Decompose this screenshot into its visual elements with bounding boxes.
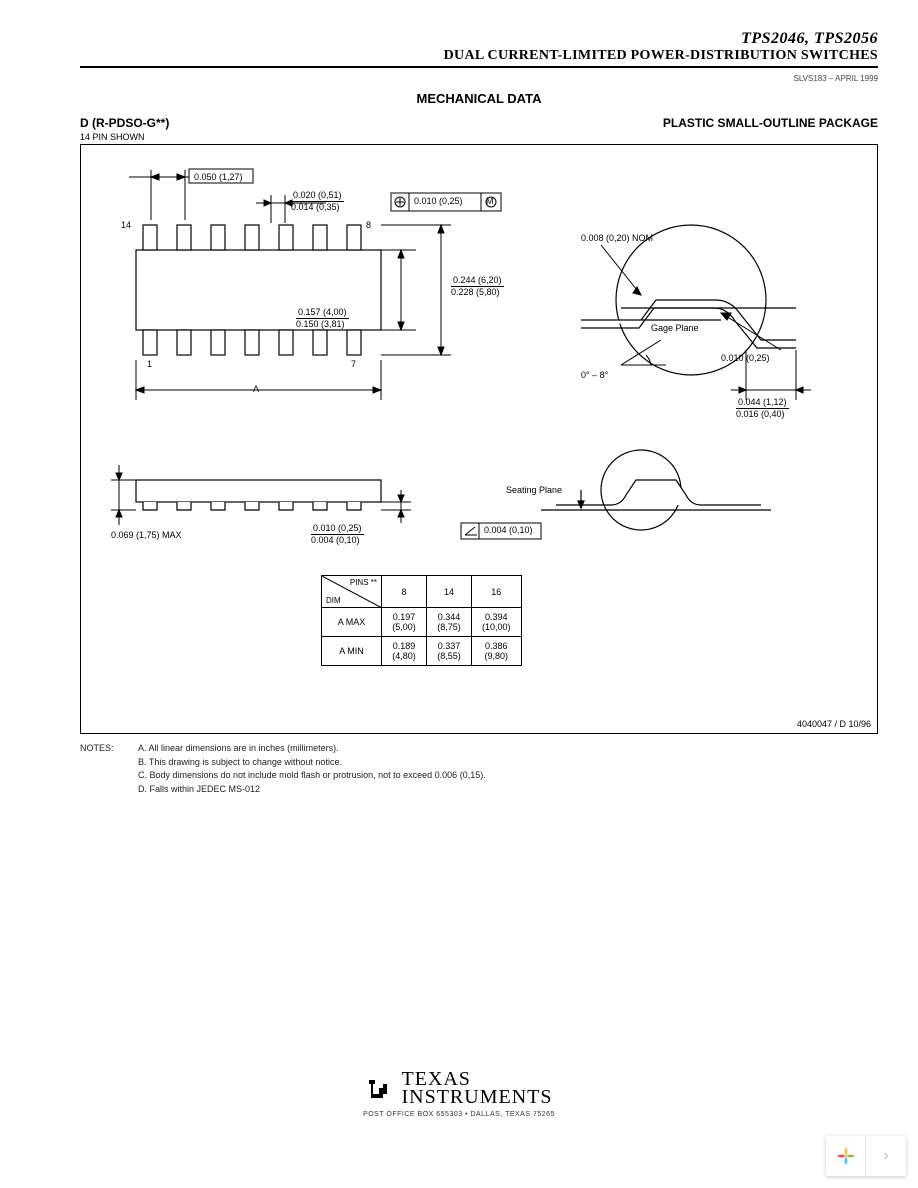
nom-dim: 0.008 (0,20) NOM <box>581 233 653 244</box>
rule <box>80 66 878 68</box>
doc-title: DUAL CURRENT-LIMITED POWER-DISTRIBUTION … <box>80 48 878 64</box>
drawing-rev: 4040047 / D 10/96 <box>797 719 871 729</box>
pins-header: PINS ** <box>350 578 377 587</box>
pin-14-label: 14 <box>121 220 131 231</box>
height-dim: 0.069 (1,75) MAX <box>111 530 182 541</box>
mechanical-drawing: 0.050 (1,27) 0.020 (0,51) 0.014 (0,35) 0… <box>80 144 878 734</box>
standoff-max: 0.010 (0,25) <box>311 523 364 535</box>
company-name-2: INSTRUMENTS <box>401 1088 552 1106</box>
col-8: 8 <box>382 576 427 608</box>
amin-14: 0.337 (8,55) <box>427 637 472 666</box>
body-w-max: 0.157 (4,00) <box>296 307 349 319</box>
pin-count-note: 14 PIN SHOWN <box>80 132 878 142</box>
foot-min: 0.016 (0,40) <box>736 409 785 419</box>
note-d: D. Falls within JEDEC MS-012 <box>138 784 260 794</box>
row-amax-label: A MAX <box>322 608 382 637</box>
dim-header: DIM <box>326 596 341 605</box>
overall-w-max: 0.244 (6,20) <box>451 275 504 287</box>
notes-prefix: NOTES: <box>80 742 138 756</box>
notes-block: NOTES:A. All linear dimensions are in in… <box>80 742 878 796</box>
pitch-dim: 0.050 (1,27) <box>194 172 243 183</box>
flatness-dim: 0.004 (0,10) <box>484 525 533 536</box>
col-16: 16 <box>472 576 522 608</box>
row-amin-label: A MIN <box>322 637 382 666</box>
brand-icon[interactable] <box>826 1136 866 1176</box>
col-14: 14 <box>427 576 472 608</box>
note-c: C. Body dimensions do not include mold f… <box>138 770 486 780</box>
lead-w-max: 0.020 (0,51) <box>291 190 344 202</box>
seating-plane-label: Seating Plane <box>506 485 562 496</box>
pin-8-label: 8 <box>366 220 371 231</box>
amin-16: 0.386 (9,80) <box>472 637 522 666</box>
toe-gage-dim: 0.010 (0,25) <box>721 353 770 364</box>
angle-dim: 0° – 8° <box>581 370 608 381</box>
mmc-symbol: M <box>486 196 494 207</box>
package-name: PLASTIC SMALL-OUTLINE PACKAGE <box>663 116 878 130</box>
overall-w-min: 0.228 (5,80) <box>451 287 500 297</box>
note-a: A. All linear dimensions are in inches (… <box>138 743 339 753</box>
next-arrow[interactable]: › <box>866 1136 906 1176</box>
dim-a-label: A <box>253 384 259 395</box>
standoff-min: 0.004 (0,10) <box>311 535 360 545</box>
pin-1-label: 1 <box>147 359 152 370</box>
ti-logo-icon <box>365 1074 393 1102</box>
gage-plane-label: Gage Plane <box>651 323 699 334</box>
package-code: D (R-PDSO-G**) <box>80 116 169 130</box>
dimension-table: PINS ** DIM 8 14 16 A MAX 0.197 (5,00) 0… <box>321 575 522 666</box>
body-w-min: 0.150 (3,81) <box>296 319 345 329</box>
lead-w-min: 0.014 (0,35) <box>291 202 340 212</box>
amax-8: 0.197 (5,00) <box>382 608 427 637</box>
doc-revision: SLVS183 – APRIL 1999 <box>80 74 878 83</box>
nav-widget: › <box>826 1136 906 1176</box>
amax-14: 0.344 (8,75) <box>427 608 472 637</box>
foot-max: 0.044 (1,12) <box>736 397 789 409</box>
section-title: MECHANICAL DATA <box>80 91 878 106</box>
page-footer: TEXAS INSTRUMENTS POST OFFICE BOX 655303… <box>0 1070 918 1118</box>
pin-7-label: 7 <box>351 359 356 370</box>
amax-16: 0.394 (10,00) <box>472 608 522 637</box>
note-b: B. This drawing is subject to change wit… <box>138 757 342 767</box>
part-numbers: TPS2046, TPS2056 <box>80 30 878 48</box>
amin-8: 0.189 (4,80) <box>382 637 427 666</box>
footer-address: POST OFFICE BOX 655303 • DALLAS, TEXAS 7… <box>0 1111 918 1118</box>
pos-tol: 0.010 (0,25) <box>414 196 463 207</box>
